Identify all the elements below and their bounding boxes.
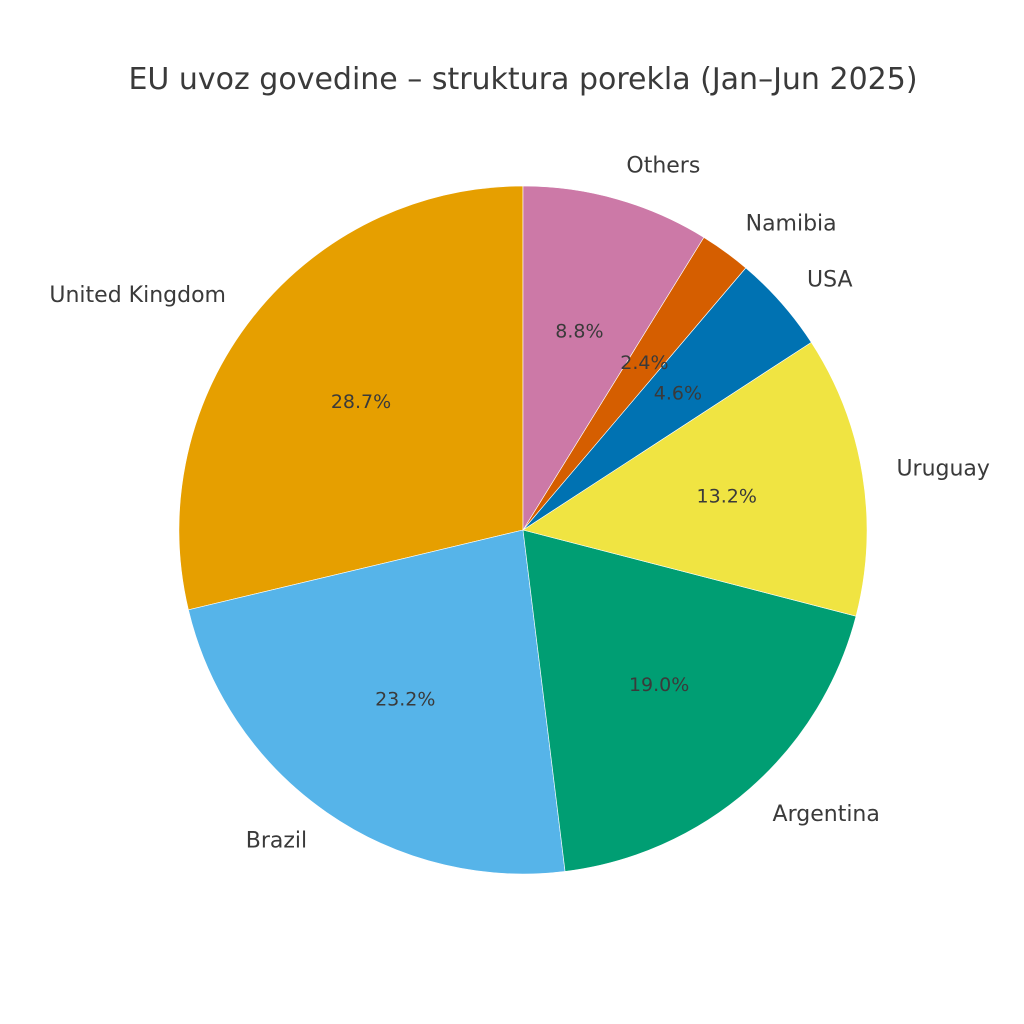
slice-percent-argentina: 19.0% (629, 674, 689, 696)
pie-labels: United Kingdom 28.7% Brazil 23.2% Argentina 1… (49, 153, 990, 853)
slice-label-others: Others (626, 153, 700, 178)
slice-percent-others: 8.8% (555, 320, 603, 342)
slice-label-united-kingdom: United Kingdom (49, 283, 226, 308)
slice-percent-usa: 4.6% (654, 383, 702, 405)
chart-title: EU uvoz govedine – struktura porekla (Ja… (128, 62, 917, 97)
slice-percent-brazil: 23.2% (375, 689, 435, 711)
slice-percent-uruguay: 13.2% (697, 486, 757, 508)
slice-label-argentina: Argentina (773, 802, 880, 827)
pie-slice-others (522, 185, 705, 532)
slice-label-namibia: Namibia (746, 212, 837, 237)
slice-percent-united-kingdom: 28.7% (331, 391, 391, 413)
pie-slice-brazil (188, 529, 566, 875)
slice-label-usa: USA (807, 268, 853, 293)
slice-label-uruguay: Uruguay (896, 456, 990, 481)
pie-slice-argentina (522, 529, 857, 872)
pie-slice-uruguay (522, 341, 868, 617)
pie-slices (178, 185, 868, 875)
pie-slice-united-kingdom (178, 185, 524, 611)
slice-label-brazil: Brazil (246, 828, 307, 853)
slice-percent-namibia: 2.4% (620, 352, 668, 374)
